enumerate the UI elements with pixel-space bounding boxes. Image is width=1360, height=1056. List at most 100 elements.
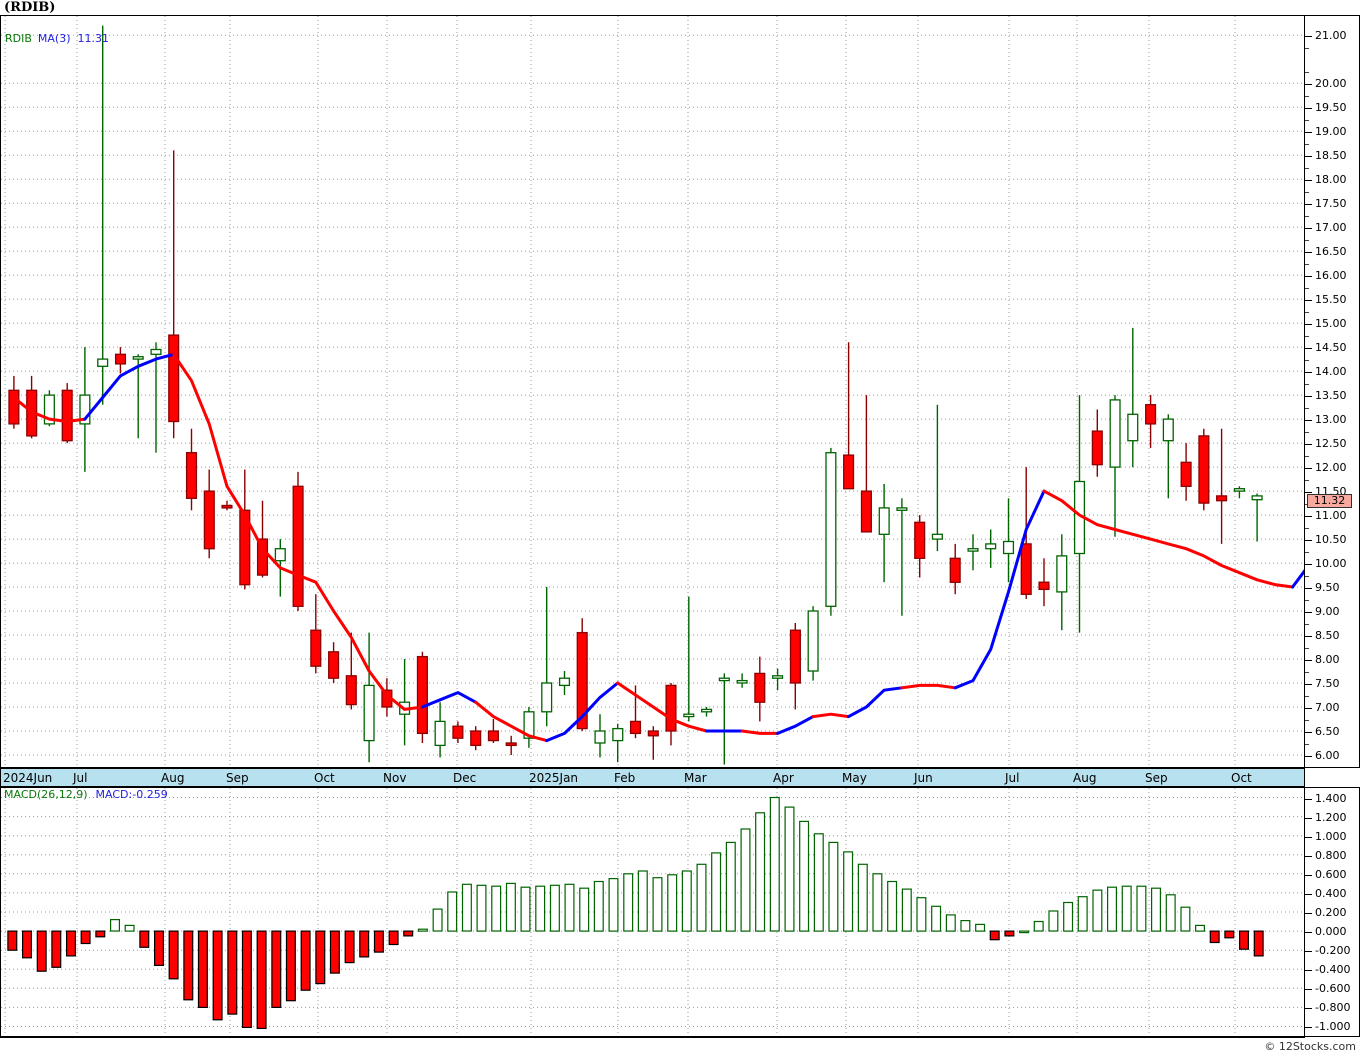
title-bar: (RDIB): [0, 0, 1360, 15]
price-axis-tick: [1305, 180, 1312, 182]
price-axis-label: 6.00: [1315, 749, 1340, 762]
macd-axis-label: -0.400: [1315, 963, 1351, 977]
price-axis-label: 14.00: [1315, 365, 1347, 379]
price-axis-label: 21.00: [1315, 29, 1347, 43]
price-axis-minor-tick: [1305, 624, 1309, 626]
price-axis-tick: [1305, 204, 1312, 206]
price-axis-label: 6.50: [1315, 725, 1340, 738]
price-axis-minor-tick: [1305, 696, 1309, 698]
date-label-price: May: [842, 771, 867, 785]
date-label-price: Aug: [161, 771, 185, 785]
price-axis-tick: [1305, 276, 1312, 278]
price-axis-tick: [1305, 756, 1312, 757]
price-axis-tick: [1305, 36, 1312, 38]
date-label-price: Sep: [1145, 771, 1168, 785]
price-axis-label: 9.50: [1315, 581, 1340, 595]
price-axis-tick: [1305, 300, 1312, 302]
price-axis-tick: [1305, 324, 1312, 326]
macd-axis-label: -0.200: [1315, 944, 1351, 958]
macd-axis-tick: [1305, 970, 1312, 972]
macd-axis-label: 1.200: [1315, 810, 1347, 824]
price-axis-minor-tick: [1305, 216, 1309, 218]
price-axis-tick: [1305, 396, 1312, 398]
macd-plot-svg[interactable]: [1, 788, 1304, 1036]
price-axis-label: 20.00: [1315, 77, 1347, 91]
price-axis-label: 11.00: [1315, 509, 1347, 523]
macd-axis-label: 0.400: [1315, 886, 1347, 900]
macd-y-axis: 1.400 1.200 1.000 0.800 0.600 0.400 0.200 0.000…: [1305, 787, 1360, 1037]
price-axis-label: 18.50: [1315, 149, 1347, 163]
macd-axis-label: 0.800: [1315, 848, 1347, 862]
date-label-price: Oct: [1231, 771, 1252, 785]
macd-name: MACD(26,12,9): [4, 788, 88, 801]
macd-axis-label: -0.600: [1315, 982, 1351, 996]
price-axis-label: 19.50: [1315, 101, 1347, 115]
price-axis-tick: [1305, 156, 1312, 158]
macd-axis-tick: [1305, 989, 1312, 991]
macd-axis-label: 0.200: [1315, 906, 1347, 919]
price-axis-label: 15.00: [1315, 317, 1347, 331]
price-axis-tick: [1305, 420, 1312, 422]
price-axis-tick: [1305, 660, 1312, 662]
price-axis-label: 13.50: [1315, 389, 1347, 403]
price-axis-minor-tick: [1305, 744, 1309, 745]
price-axis-minor-tick: [1305, 120, 1309, 122]
price-axis-minor-tick: [1305, 456, 1309, 458]
date-label-price: Dec: [453, 771, 477, 785]
price-axis-tick: [1305, 708, 1312, 710]
price-axis-minor-tick: [1305, 168, 1309, 170]
date-axis-price: 2024Jun Jul Aug Sep Oct Nov Dec 2025Jan Feb Mar Ap…: [0, 768, 1305, 787]
price-axis-tick: [1305, 228, 1312, 230]
price-axis-label: 17.00: [1315, 221, 1347, 235]
price-axis-minor-tick: [1305, 264, 1309, 266]
price-axis-tick: [1305, 516, 1312, 518]
page-title: (RDIB): [4, 0, 56, 15]
price-axis-tick: [1305, 588, 1312, 590]
price-axis-tick: [1305, 492, 1312, 494]
last-price-badge: 11.32: [1307, 493, 1352, 508]
date-label-price: Nov: [383, 771, 407, 785]
price-axis-minor-tick: [1305, 240, 1309, 242]
price-y-axis: 11.32 21.00 20.00 19.50 19.00 18.50 18.00 17.5…: [1305, 15, 1360, 768]
date-label-price: Apr: [773, 771, 794, 785]
price-axis-minor-tick: [1305, 720, 1309, 721]
price-axis-label: 8.50: [1315, 629, 1340, 643]
price-axis-label: 7.00: [1315, 701, 1340, 715]
price-axis-tick: [1305, 84, 1312, 86]
date-label-price: 2024Jun: [3, 771, 53, 785]
price-axis-label: 18.00: [1315, 173, 1347, 187]
legend-ma-value: 11.31: [77, 32, 110, 45]
price-axis-minor-tick: [1305, 72, 1309, 74]
price-axis-minor-tick: [1305, 576, 1309, 578]
price-axis-minor-tick: [1305, 432, 1309, 434]
macd-axis-label: 0.600: [1315, 867, 1347, 881]
price-axis-label: 19.00: [1315, 125, 1347, 139]
date-label-price: Jul: [1005, 771, 1020, 785]
macd-chart-panel[interactable]: [0, 787, 1305, 1037]
price-axis-tick: [1305, 540, 1312, 542]
price-axis-label: 12.00: [1315, 461, 1347, 475]
legend-symbol: RDIB: [5, 32, 32, 45]
price-axis-tick: [1305, 132, 1312, 134]
price-axis-minor-tick: [1305, 672, 1309, 674]
price-chart-panel[interactable]: RDIB MA(3) 11.31: [0, 15, 1305, 768]
price-axis-minor-tick: [1305, 48, 1309, 50]
price-axis-label: 16.50: [1315, 245, 1347, 259]
price-axis-minor-tick: [1305, 192, 1309, 194]
price-axis-label: 9.00: [1315, 605, 1340, 619]
price-plot-svg[interactable]: [1, 16, 1304, 767]
footer: © 12Stocks.com: [0, 1038, 1360, 1056]
date-label-price: Mar: [684, 771, 707, 785]
price-axis-tick: [1305, 252, 1312, 254]
price-axis-label: 16.00: [1315, 269, 1347, 283]
macd-axis-label: -0.800: [1315, 1001, 1351, 1015]
price-axis-label: 10.00: [1315, 557, 1347, 571]
macd-axis-label: -1.000: [1315, 1020, 1351, 1034]
price-axis-minor-tick: [1305, 312, 1309, 314]
date-label-price: Sep: [226, 771, 249, 785]
macd-axis-tick: [1305, 817, 1312, 819]
price-axis-minor-tick: [1305, 648, 1309, 650]
price-axis-tick: [1305, 636, 1312, 638]
price-axis-label: 15.50: [1315, 293, 1347, 307]
